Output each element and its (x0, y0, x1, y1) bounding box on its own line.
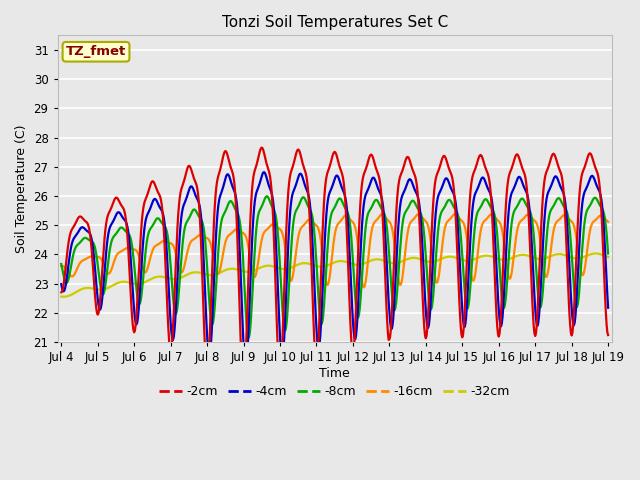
-8cm (556, 196, 563, 202)
-16cm (201, 234, 209, 240)
Legend: -2cm, -4cm, -8cm, -16cm, -32cm: -2cm, -4cm, -8cm, -16cm, -32cm (154, 380, 515, 403)
-4cm (242, 363, 250, 369)
Line: -16cm: -16cm (61, 214, 608, 288)
Line: -32cm: -32cm (61, 253, 608, 297)
-8cm (263, 193, 271, 199)
-16cm (177, 269, 185, 275)
-32cm (380, 258, 388, 264)
-16cm (380, 213, 388, 218)
-8cm (604, 251, 612, 256)
-2cm (604, 332, 612, 338)
-4cm (58, 281, 65, 287)
-2cm (381, 263, 388, 269)
-32cm (327, 261, 335, 267)
-16cm (58, 263, 65, 269)
-32cm (58, 294, 65, 300)
-8cm (245, 335, 253, 340)
-4cm (260, 169, 268, 175)
-8cm (435, 222, 443, 228)
-2cm (258, 144, 266, 150)
-2cm (58, 289, 65, 295)
X-axis label: Time: Time (319, 367, 350, 380)
-8cm (201, 234, 209, 240)
-16cm (435, 273, 443, 279)
-4cm (435, 192, 443, 197)
Line: -2cm: -2cm (61, 147, 608, 385)
-8cm (58, 261, 65, 267)
-16cm (414, 211, 422, 217)
-32cm (434, 257, 442, 263)
-4cm (556, 181, 563, 187)
-2cm (328, 156, 335, 162)
-8cm (381, 212, 388, 218)
-4cm (604, 305, 612, 311)
Line: -8cm: -8cm (61, 196, 608, 337)
-32cm (555, 251, 563, 257)
-16cm (604, 219, 612, 225)
-4cm (177, 215, 185, 221)
-32cm (604, 254, 612, 260)
-2cm (240, 382, 248, 388)
Y-axis label: Soil Temperature (C): Soil Temperature (C) (15, 124, 28, 253)
-16cm (556, 216, 563, 222)
-32cm (591, 251, 599, 256)
Text: TZ_fmet: TZ_fmet (66, 45, 126, 58)
-2cm (201, 340, 209, 346)
-32cm (178, 275, 186, 280)
-2cm (556, 167, 563, 172)
-2cm (435, 167, 443, 173)
-4cm (328, 185, 335, 191)
-8cm (328, 210, 335, 216)
-32cm (60, 294, 67, 300)
-16cm (326, 271, 334, 276)
-16cm (360, 285, 367, 290)
-4cm (201, 282, 209, 288)
-8cm (177, 257, 185, 263)
Title: Tonzi Soil Temperatures Set C: Tonzi Soil Temperatures Set C (221, 15, 448, 30)
-4cm (381, 225, 388, 230)
-2cm (177, 187, 185, 192)
Line: -4cm: -4cm (61, 172, 608, 366)
-32cm (202, 272, 209, 277)
